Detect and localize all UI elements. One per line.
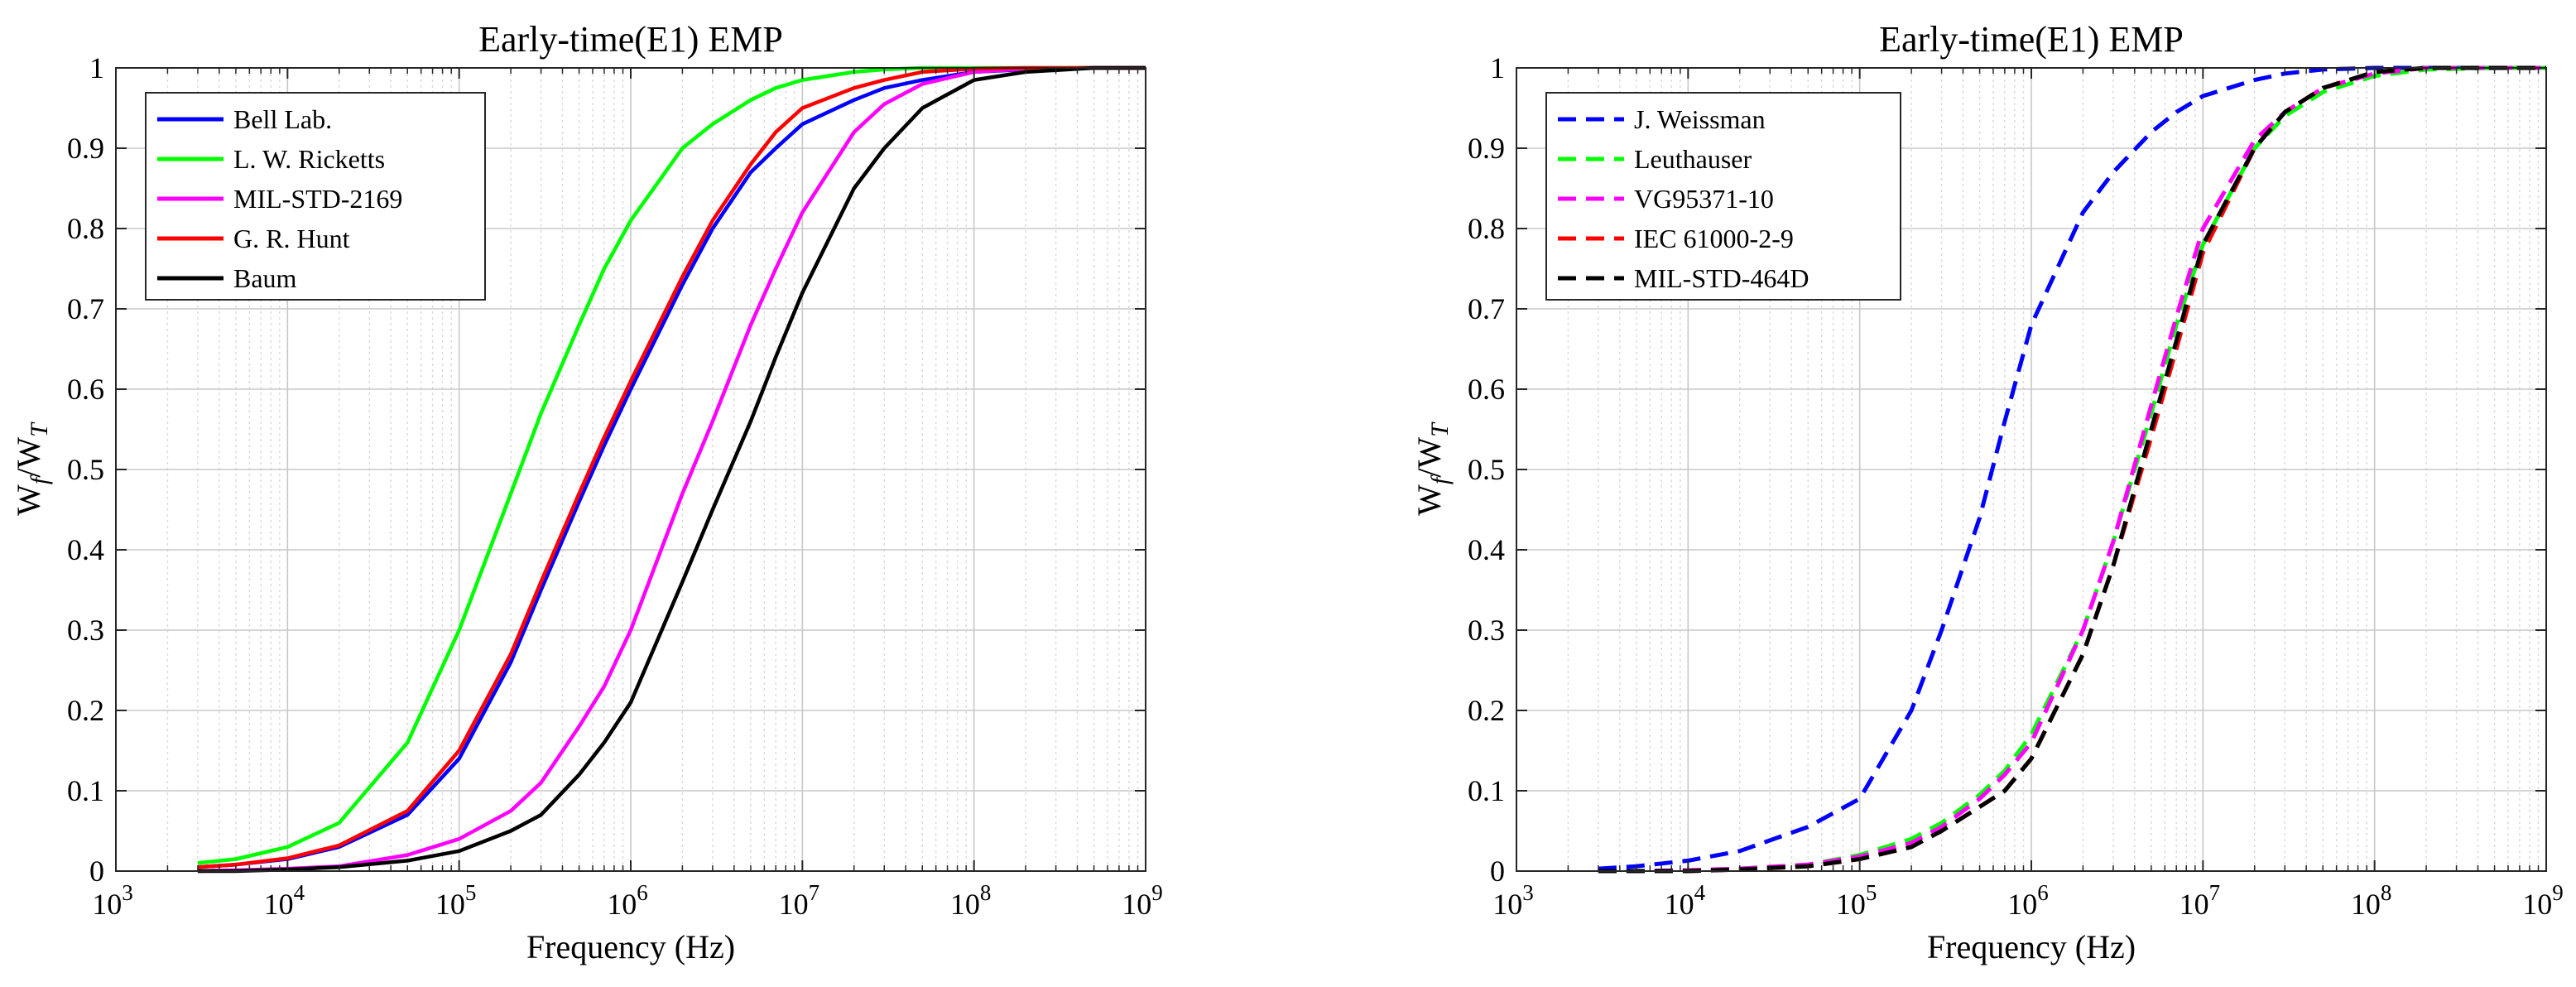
y-tick-label: 1	[89, 51, 104, 84]
y-tick-label: 0.1	[67, 774, 104, 807]
y-tick-label: 0.8	[67, 212, 104, 245]
y-tick-label: 1	[1490, 51, 1505, 84]
y-tick-label: 0.4	[67, 533, 104, 566]
y-tick-label: 0.5	[1468, 453, 1505, 486]
y-axis-label: Wf/WT	[10, 421, 53, 516]
x-axis: 103 104 105 106 107 108 109	[92, 68, 1163, 921]
y-tick-label: 0	[89, 855, 104, 888]
series-line-5	[1598, 65, 2546, 874]
y-axis: 0 0.1 0.2 0.3 0.4 0.5 0.6 0.7 0.8 0.9 1	[67, 51, 1146, 888]
series-line-5	[197, 65, 1146, 874]
series-line-1	[197, 65, 1146, 869]
legend-box	[145, 92, 486, 301]
y-tick-label: 0.1	[1468, 774, 1505, 807]
x-tick-label: 105	[1836, 880, 1877, 921]
y-tick-label: 0.6	[67, 373, 104, 406]
legend-box	[1545, 92, 1901, 301]
x-tick-label: 106	[2007, 880, 2049, 921]
y-tick-label: 0.9	[1468, 132, 1505, 165]
y-tick-label: 0.7	[1468, 292, 1505, 325]
y-tick-label: 0.8	[1468, 212, 1505, 245]
series-line-1	[1598, 65, 2546, 871]
x-tick-label: 103	[92, 880, 133, 921]
x-tick-label: 109	[1122, 880, 1163, 921]
y-tick-label: 0.3	[67, 614, 104, 647]
legend-entry: MIL-STD-2169	[233, 184, 402, 214]
y-tick-label: 0.4	[1468, 533, 1505, 566]
x-axis: 103 104 105 106 107 108 109	[1492, 68, 2564, 921]
y-tick-label: 0.7	[67, 292, 104, 325]
legend-entry: Leuthauser	[1634, 144, 1752, 174]
legend-entry: Bell Lab.	[233, 104, 332, 134]
chart-title: Early-time(E1) EMP	[478, 19, 783, 60]
series-line-3	[197, 65, 1146, 874]
x-axis-label: Frequency (Hz)	[526, 928, 735, 965]
x-tick-label: 105	[435, 880, 477, 921]
x-tick-label: 108	[950, 880, 992, 921]
y-tick-label: 0.6	[1468, 373, 1505, 406]
legend-entry: L. W. Ricketts	[233, 144, 385, 174]
legend-entry: G. R. Hunt	[233, 224, 350, 253]
x-tick-label: 107	[779, 880, 820, 921]
y-axis: 0 0.1 0.2 0.3 0.4 0.5 0.6 0.7 0.8 0.9 1	[1468, 51, 2546, 888]
y-tick-label: 0.2	[1468, 694, 1505, 727]
x-tick-label: 103	[1492, 880, 1534, 921]
y-tick-label: 0.5	[67, 453, 104, 486]
legend-entry: Baum	[233, 263, 297, 293]
x-tick-label: 107	[2180, 880, 2221, 921]
x-tick-label: 109	[2522, 880, 2564, 921]
y-axis-label: Wf/WT	[1411, 421, 1454, 516]
x-tick-label: 104	[264, 880, 305, 921]
x-axis-label: Frequency (Hz)	[1927, 928, 2136, 965]
y-tick-label: 0.9	[67, 132, 104, 165]
legend: Bell Lab. L. W. Ricketts MIL-STD-2169 G. R…	[145, 92, 486, 301]
x-tick-label: 104	[1665, 880, 1706, 921]
y-tick-label: 0.3	[1468, 614, 1505, 647]
x-tick-label: 106	[607, 880, 648, 921]
legend-entry: J. Weissman	[1634, 104, 1766, 134]
legend: J. Weissman Leuthauser VG95371-10 IEC 61000…	[1545, 92, 1901, 301]
legend-entry: VG95371-10	[1634, 184, 1774, 214]
y-tick-label: 0	[1490, 855, 1505, 888]
legend-entry: IEC 61000-2-9	[1634, 224, 1794, 253]
y-tick-label: 0.2	[67, 694, 104, 727]
chart-title: Early-time(E1) EMP	[1879, 19, 2184, 60]
series-line-4	[197, 65, 1146, 869]
legend-entry: MIL-STD-464D	[1634, 263, 1809, 293]
x-tick-label: 108	[2351, 880, 2392, 921]
